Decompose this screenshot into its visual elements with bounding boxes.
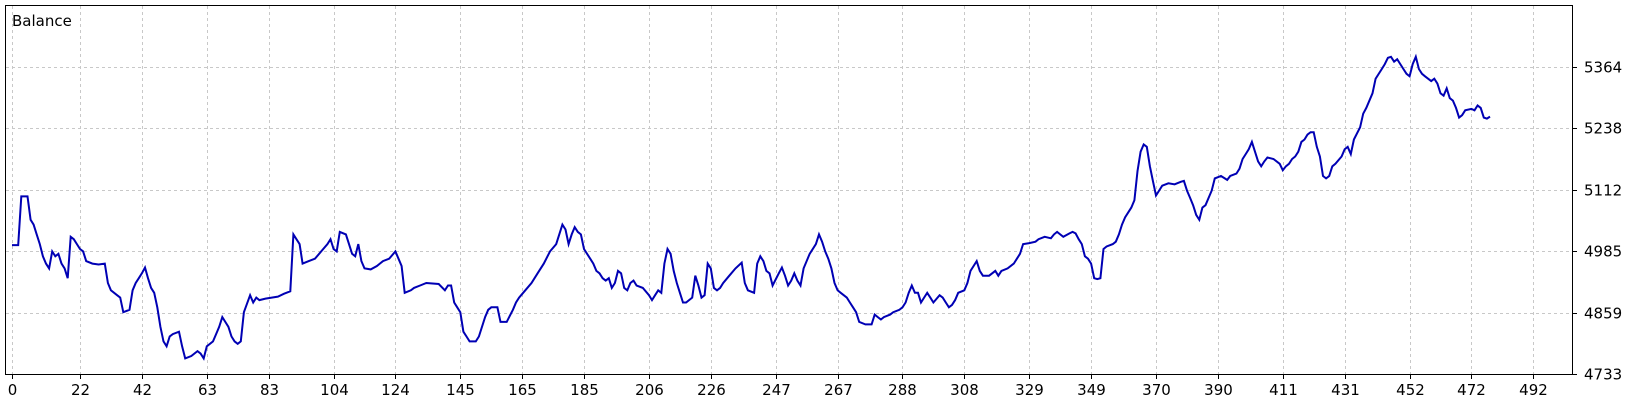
- y-tick-label: 5238: [1584, 120, 1622, 138]
- x-tick-label: 267: [824, 381, 853, 399]
- x-tick-label: 390: [1204, 381, 1233, 399]
- y-tick-label: 4859: [1584, 305, 1622, 323]
- x-tick-label: 42: [133, 381, 152, 399]
- y-tick-label: 5112: [1584, 182, 1622, 200]
- y-tick-label: 4733: [1584, 366, 1622, 384]
- x-tick-label: 185: [570, 381, 599, 399]
- x-axis: 0 22 42 63 83 104 124 145 165 185 206 226 247 267 288 3…: [8, 374, 1548, 399]
- chart-title: Balance: [12, 12, 72, 30]
- x-tick-label: 472: [1457, 381, 1486, 399]
- x-tick-label: 206: [635, 381, 664, 399]
- x-tick-label: 83: [260, 381, 279, 399]
- x-tick-label: 104: [320, 381, 349, 399]
- balance-line: [12, 53, 1491, 361]
- x-tick-label: 349: [1077, 381, 1106, 399]
- x-tick-label: 124: [381, 381, 410, 399]
- y-tick-label: 5364: [1584, 59, 1622, 77]
- grid: [6, 6, 1572, 374]
- x-tick-label: 0: [8, 381, 18, 399]
- x-tick-label: 288: [888, 381, 917, 399]
- y-tick-label: 4985: [1584, 243, 1622, 261]
- x-tick-label: 431: [1331, 381, 1360, 399]
- x-tick-label: 329: [1015, 381, 1044, 399]
- y-axis: 4733 4859 4985 5112 5238 5364: [1572, 59, 1622, 384]
- x-tick-label: 63: [198, 381, 217, 399]
- x-tick-label: 308: [950, 381, 979, 399]
- x-tick-label: 411: [1269, 381, 1298, 399]
- x-tick-label: 247: [762, 381, 791, 399]
- x-tick-label: 145: [446, 381, 475, 399]
- x-tick-label: 226: [697, 381, 726, 399]
- x-tick-label: 165: [508, 381, 537, 399]
- x-tick-label: 452: [1396, 381, 1425, 399]
- x-tick-label: 370: [1142, 381, 1171, 399]
- x-tick-label: 22: [71, 381, 90, 399]
- x-tick-label: 492: [1519, 381, 1548, 399]
- series-layer: [12, 53, 1491, 361]
